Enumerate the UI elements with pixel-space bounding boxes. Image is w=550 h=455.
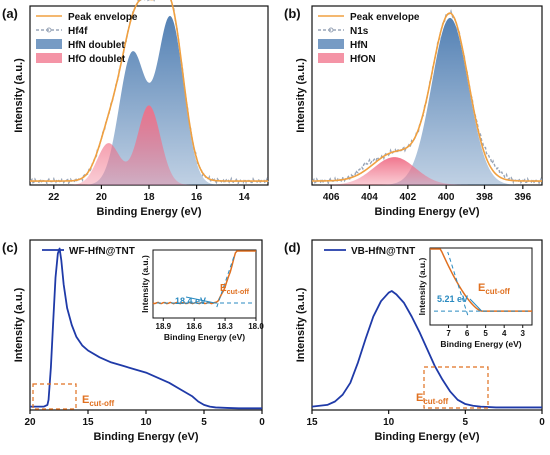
x-tick-label: 15: [306, 417, 318, 428]
cutoff-label-main: E: [82, 394, 89, 406]
inset-x-tick-label: 4: [502, 329, 507, 338]
cutoff-label: Ecut-off: [416, 392, 449, 406]
x-tick-label: 18: [143, 192, 155, 203]
x-tick-label: 20: [96, 192, 108, 203]
x-tick-label: 15: [82, 417, 94, 428]
panel-label: (d): [284, 240, 301, 255]
panel-c: 20 15 10 5 0 Binding Energy (eV) Intensity (a.…: [2, 239, 265, 443]
legend-entry: Hf4f: [68, 26, 88, 37]
inset-value-pointer: [469, 298, 483, 312]
cutoff-label-sub: cut-off: [89, 399, 114, 408]
spectrum-line: [311, 290, 542, 409]
inset-cutoff-label: Ecut-off: [478, 282, 510, 296]
x-tick-label: 0: [539, 417, 545, 428]
component-fill-hfn: [312, 17, 542, 186]
cutoff-label: Ecut-off: [82, 394, 115, 408]
inset-value-label: 5.21 eV: [437, 294, 468, 304]
inset-cutoff-label-main: E: [220, 283, 227, 294]
x-axis-label: Binding Energy (eV): [374, 431, 479, 443]
x-tick-label: 0: [259, 417, 265, 428]
inset-cutoff-label-sub: cut-off: [485, 287, 510, 296]
legend-entry: N1s: [350, 26, 369, 37]
panel-label: (b): [284, 6, 301, 21]
inset-y-axis-label: Intensity (a.u.): [417, 258, 427, 316]
cutoff-label-sub: cut-off: [423, 397, 448, 406]
inset-x-tick-label: 5: [483, 329, 488, 338]
legend-swatch: [36, 39, 62, 49]
x-tick-label: 10: [383, 417, 395, 428]
x-tick-label: 404: [361, 192, 378, 203]
inset-cutoff-label: Ecut-off: [220, 283, 250, 296]
panel-b: 406 404 402 400 398 396 Binding Energy (eV) Int…: [284, 5, 543, 218]
y-axis-label: Intensity (a.u.): [295, 58, 307, 133]
inset-y-axis-label: Intensity (a.u.): [140, 255, 150, 313]
legend-entry: VB-HfN@TNT: [351, 246, 415, 257]
inset-x-tick-label: 18.3: [217, 322, 233, 331]
inset-x-tick-label: 18.6: [186, 322, 202, 331]
inset-x-tick-label: 18.0: [248, 322, 264, 331]
legend-entry: HfN: [350, 40, 368, 51]
panel-d: 15 10 5 0 Binding Energy (eV) Intensity (a.u.…: [284, 239, 545, 443]
x-tick-label: 400: [438, 192, 455, 203]
legend-marker: [46, 27, 52, 33]
x-axis-label: Binding Energy (eV): [93, 431, 198, 443]
x-tick-label: 5: [201, 417, 207, 428]
x-tick-label: 22: [48, 192, 60, 203]
component-fill-hfo-doublet: [30, 105, 268, 185]
x-tick-label: 398: [476, 192, 493, 203]
cutoff-region-box: [423, 366, 489, 409]
panel-label: (c): [2, 240, 18, 255]
inset-value-label: 18.4 eV: [175, 296, 206, 306]
inset-cutoff-label-main: E: [478, 282, 485, 294]
x-tick-label: 402: [399, 192, 416, 203]
envelope-line: [30, 0, 268, 182]
legend-marker: [328, 27, 334, 33]
cutoff-label-main: E: [416, 392, 423, 404]
inset-x-tick-label: 7: [446, 329, 451, 338]
x-tick-label: 14: [239, 192, 251, 203]
inset-x-axis-label: Binding Energy (eV): [440, 339, 521, 349]
spectrum-line: [30, 247, 262, 410]
inset-frame: [152, 249, 257, 319]
component-fill-hfon: [312, 157, 542, 185]
legend-entry: WF-HfN@TNT: [69, 246, 135, 257]
y-axis-label: Intensity (a.u.): [295, 287, 307, 362]
x-tick-label: 20: [24, 417, 36, 428]
x-tick-label: 396: [514, 192, 531, 203]
component-fill-hfn-doublet: [30, 15, 268, 186]
inset-x-tick-label: 18.9: [156, 322, 172, 331]
inset-spectrum-line: [152, 250, 256, 305]
legend-entry: HfO doublet: [68, 54, 126, 65]
envelope-line: [312, 12, 542, 182]
y-axis-label: Intensity (a.u.): [13, 58, 25, 133]
x-tick-label: 16: [191, 192, 203, 203]
inset-x-tick-label: 6: [465, 329, 470, 338]
x-axis-label: Binding Energy (eV): [96, 206, 201, 218]
x-tick-label: 10: [140, 417, 152, 428]
inset-frame: [429, 247, 533, 326]
x-tick-label: 406: [323, 192, 340, 203]
x-tick-label: 5: [463, 417, 469, 428]
legend-entry: HfN doublet: [68, 40, 125, 51]
cutoff-region-box: [32, 383, 77, 410]
inset-x-tick-label: 3: [521, 329, 526, 338]
legend-swatch: [318, 39, 344, 49]
legend-swatch: [318, 53, 344, 63]
inset-x-axis-label: Binding Energy (eV): [164, 332, 245, 342]
legend-entry: Peak envelope: [68, 12, 138, 23]
legend-entry: Peak envelope: [350, 12, 420, 23]
y-axis-label: Intensity (a.u.): [13, 287, 25, 362]
inset-value-pointer: [185, 296, 215, 304]
legend-swatch: [36, 53, 62, 63]
x-axis-label: Binding Energy (eV): [374, 206, 479, 218]
panel-label: (a): [2, 6, 18, 21]
legend-entry: HfON: [350, 54, 376, 65]
inset-edge-fit: [216, 253, 236, 308]
inset-cutoff-label-sub: cut-off: [227, 287, 250, 296]
panel-a: 22 20 18 16 14 Binding Energy (eV) Intensity (…: [2, 0, 269, 218]
plot-frame: [311, 239, 543, 411]
